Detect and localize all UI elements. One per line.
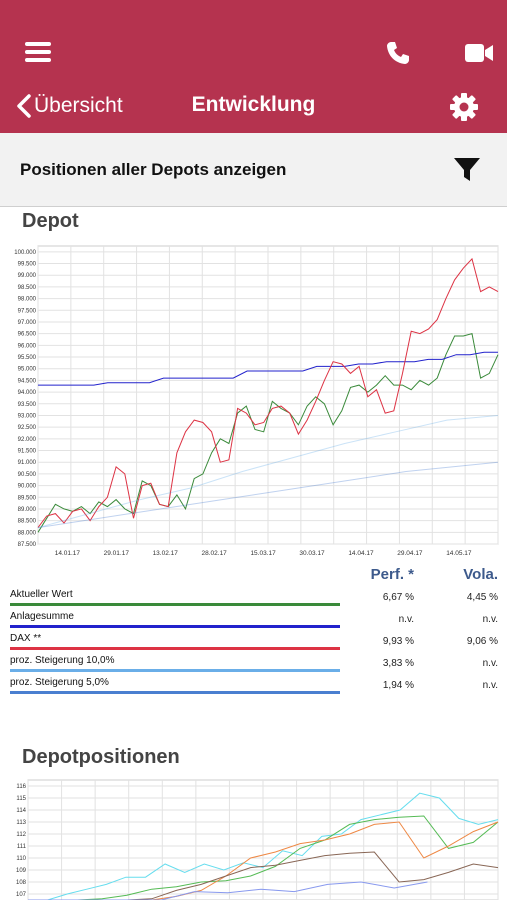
legend-row-anlagesumme[interactable]: Anlagesumme n.v. n.v. <box>10 611 502 633</box>
y-tick-label: 99.000 <box>18 273 37 279</box>
y-tick-label: 87.500 <box>18 542 37 548</box>
y-tick-label: 111 <box>17 844 27 850</box>
x-tick-label: 28.02.17 <box>202 550 228 557</box>
series-line <box>28 792 499 900</box>
video-camera-icon[interactable] <box>464 42 494 64</box>
y-tick-label: 89.500 <box>18 495 37 501</box>
y-tick-label: 100.000 <box>14 250 36 256</box>
x-tick-label: 13.02.17 <box>153 550 179 557</box>
series-line <box>28 881 428 900</box>
legend-line <box>10 625 340 628</box>
y-tick-label: 116 <box>16 784 26 790</box>
chevron-left-icon <box>14 93 34 119</box>
y-tick-label: 107 <box>16 892 27 898</box>
legend-line <box>10 669 340 672</box>
y-tick-label: 97.000 <box>18 320 37 326</box>
depot-chart: 100.000 99.500 99.000 98.500 98.000 97.500 97.… <box>14 245 499 557</box>
legend-vola: n.v. <box>482 658 498 669</box>
x-tick-label: 14.01.17 <box>55 550 81 557</box>
y-tick-label: 96.500 <box>18 332 37 338</box>
positions-title: Depotpositionen <box>22 746 180 768</box>
x-tick-label: 15.03.17 <box>250 550 276 557</box>
y-tick-label: 95.500 <box>18 355 37 361</box>
y-tick-label: 109 <box>16 868 27 874</box>
perf-column-header: Perf. * <box>370 566 414 583</box>
series-line <box>37 257 499 528</box>
filter-label: Positionen aller Depots anzeigen <box>20 160 287 179</box>
y-tick-label: 93.000 <box>18 413 37 419</box>
legend-row-dax[interactable]: DAX ** 9,93 % 9,06 % <box>10 633 502 655</box>
legend-perf: 6,67 % <box>382 592 414 603</box>
legend-name: proz. Steigerung 5,0% <box>10 677 109 688</box>
y-tick-label: 115 <box>16 796 26 802</box>
vola-column-header: Vola. <box>463 566 498 583</box>
y-tick-label: 88.500 <box>18 519 37 525</box>
x-tick-label: 30.03.17 <box>299 550 325 557</box>
y-tick-label: 98.000 <box>18 297 37 303</box>
series-line <box>37 461 499 529</box>
legend-name: Anlagesumme <box>10 611 74 622</box>
y-tick-label: 96.000 <box>18 343 37 349</box>
series-line <box>38 351 498 386</box>
app-header: Übersicht Entwicklung <box>0 0 507 133</box>
x-tick-label: 14.04.17 <box>348 550 374 557</box>
legend-vola: 4,45 % <box>466 592 498 603</box>
legend-line <box>10 691 340 694</box>
y-tick-label: 92.000 <box>18 437 37 443</box>
legend-name: proz. Steigerung 10,0% <box>10 655 115 666</box>
legend-perf: 1,94 % <box>382 680 414 691</box>
y-tick-label: 112 <box>16 832 26 838</box>
y-tick-label: 114 <box>16 808 26 814</box>
y-tick-label: 91.000 <box>18 460 37 466</box>
back-label: Übersicht <box>34 94 123 117</box>
series-line <box>28 851 499 900</box>
phone-icon[interactable] <box>385 40 411 66</box>
y-tick-label: 113 <box>16 820 26 826</box>
x-tick-label: 29.01.17 <box>104 550 130 557</box>
legend-vola: n.v. <box>482 614 498 625</box>
y-tick-label: 94.500 <box>18 378 37 384</box>
filter-bar[interactable]: Positionen aller Depots anzeigen <box>0 133 507 207</box>
back-button[interactable]: Übersicht <box>14 90 123 122</box>
gear-icon[interactable] <box>449 92 479 122</box>
legend-perf: n.v. <box>398 614 414 625</box>
y-tick-label: 90.000 <box>18 484 37 490</box>
legend-name: Aktueller Wert <box>10 589 73 600</box>
y-tick-label: 92.500 <box>18 425 37 431</box>
y-tick-label: 97.500 <box>18 308 37 314</box>
depot-title: Depot <box>22 210 79 232</box>
page-title: Entwicklung <box>191 93 316 116</box>
y-tick-label: 108 <box>16 880 27 886</box>
series-line <box>28 815 499 900</box>
series-line <box>37 415 499 529</box>
legend-perf: 3,83 % <box>382 658 414 669</box>
y-tick-label: 99.500 <box>18 262 37 268</box>
series-line <box>37 332 499 533</box>
y-tick-label: 91.500 <box>18 449 37 455</box>
y-tick-label: 90.500 <box>18 472 37 478</box>
x-tick-label: 14.05.17 <box>446 550 472 557</box>
legend-perf: 9,93 % <box>382 636 414 647</box>
y-tick-label: 93.500 <box>18 402 37 408</box>
y-tick-label: 95.000 <box>18 367 37 373</box>
positions-chart: 116 115 114 113 112 111 110 109 108 107 <box>16 779 499 900</box>
legend-row-aktueller-wert[interactable]: Aktueller Wert 6,67 % 4,45 % <box>10 589 502 611</box>
y-tick-label: 110 <box>16 856 26 862</box>
legend-vola: n.v. <box>482 680 498 691</box>
x-tick-label: 29.04.17 <box>397 550 423 557</box>
legend-line <box>10 603 340 606</box>
hamburger-menu-icon[interactable] <box>24 41 52 63</box>
filter-funnel-icon[interactable] <box>453 157 481 183</box>
series-line <box>28 821 499 900</box>
y-tick-label: 98.500 <box>18 285 37 291</box>
legend-name: DAX ** <box>10 633 42 644</box>
legend-row-steigerung-5[interactable]: proz. Steigerung 5,0% 1,94 % n.v. <box>10 677 502 699</box>
legend-vola: 9,06 % <box>466 636 498 647</box>
legend-line <box>10 647 340 650</box>
y-tick-label: 94.000 <box>18 390 37 396</box>
y-tick-label: 88.000 <box>18 530 37 536</box>
y-tick-label: 89.000 <box>18 507 37 513</box>
legend-row-steigerung-10[interactable]: proz. Steigerung 10,0% 3,83 % n.v. <box>10 655 502 677</box>
